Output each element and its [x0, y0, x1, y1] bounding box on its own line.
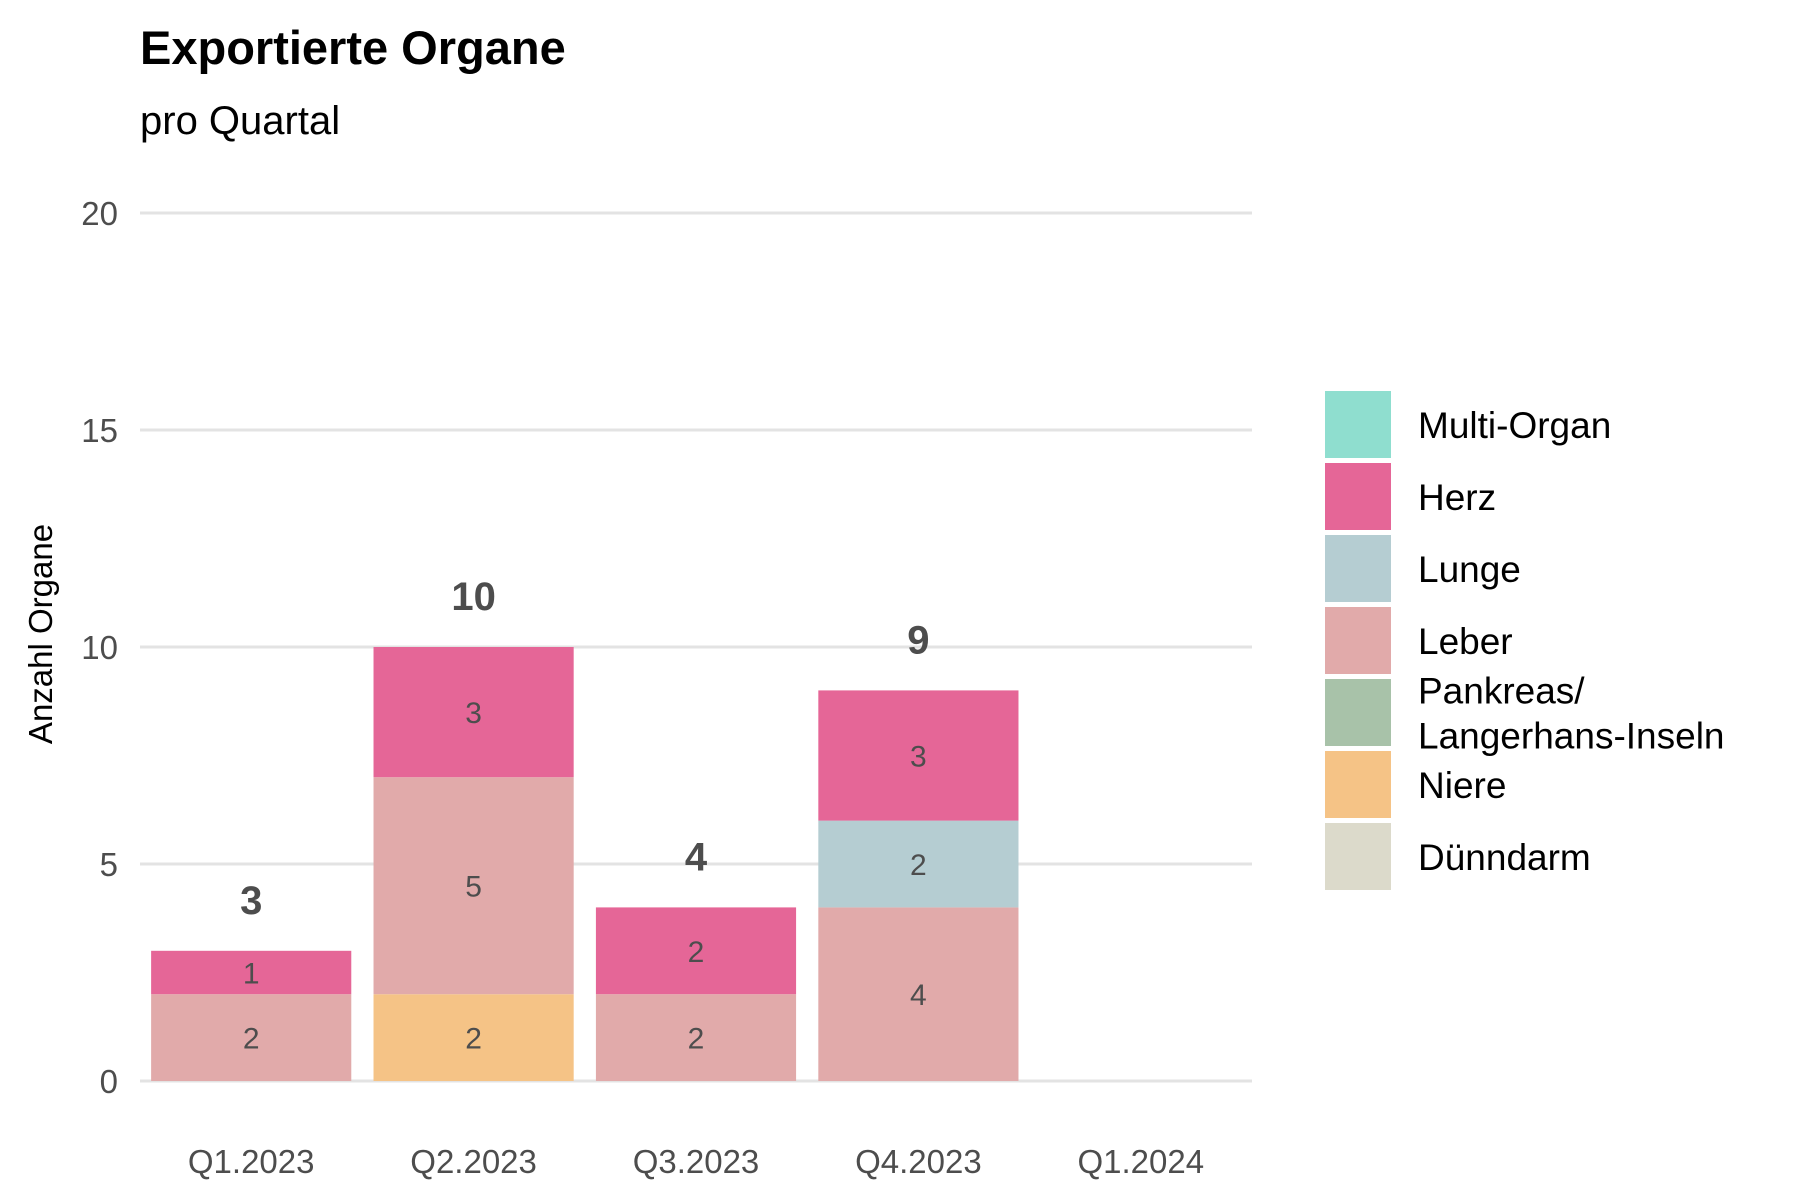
chart-subtitle: pro Quartal: [140, 99, 340, 143]
segment-value-label: 2: [688, 936, 705, 969]
y-axis-ticks: 0 5 10 15 20: [81, 195, 118, 1100]
chart-title: Exportierte Organe: [140, 21, 566, 74]
y-tick-label: 10: [81, 629, 118, 666]
bar-segment-herz: [595, 907, 797, 995]
legend-label: Niere: [1418, 765, 1506, 806]
legend-swatch: [1325, 391, 1391, 458]
segment-value-label: 4: [910, 979, 927, 1012]
legend-swatch: [1325, 535, 1391, 602]
segment-value-label: 2: [243, 1023, 260, 1056]
legend-label: Dünndarm: [1418, 837, 1591, 878]
x-tick-label: Q4.2023: [855, 1143, 982, 1180]
segment-value-label: 2: [688, 1023, 705, 1056]
legend-swatch: [1325, 463, 1391, 530]
bar-segment-herz: [151, 950, 352, 995]
y-tick-label: 5: [100, 846, 118, 883]
bar-segment-leber: [595, 994, 797, 1081]
bar-total-label: 9: [907, 618, 929, 662]
segment-value-label: 2: [465, 1023, 482, 1056]
gridlines: [140, 211, 1252, 1083]
bar-segment-herz: [373, 647, 574, 778]
legend: Multi-Organ Herz Lunge Leber Pankreas/Langer…: [1325, 391, 1725, 890]
bar-total-label: 10: [451, 575, 496, 619]
bar-segment-leber: [818, 907, 1019, 1081]
x-tick-label: Q3.2023: [633, 1143, 760, 1180]
segment-value-label: 3: [910, 741, 927, 774]
legend-label: Multi-Organ: [1418, 405, 1611, 446]
bar-segment-lunge: [818, 820, 1019, 908]
segment-value-label: 2: [910, 849, 927, 882]
x-axis-ticks: Q1.2023 Q2.2023 Q3.2023 Q4.2023 Q1.2024: [188, 1143, 1204, 1180]
x-tick-label: Q1.2023: [188, 1143, 315, 1180]
legend-label: Lunge: [1418, 549, 1521, 590]
y-tick-label: 0: [100, 1063, 118, 1100]
x-tick-label: Q2.2023: [410, 1143, 537, 1180]
legend-label: Herz: [1418, 477, 1496, 518]
y-tick-label: 20: [81, 195, 118, 232]
bar-total-label: 3: [240, 879, 262, 923]
bar-segment-herz: [818, 690, 1019, 821]
legend-swatch: [1325, 751, 1391, 818]
bar-total-label: 4: [685, 835, 708, 879]
bar-segment-leber: [151, 994, 352, 1081]
legend-label: Pankreas/Langerhans-Inseln: [1418, 671, 1725, 757]
bar-segment-niere: [373, 994, 574, 1081]
y-tick-label: 15: [81, 412, 118, 449]
legend-swatch: [1325, 607, 1391, 674]
legend-label: Leber: [1418, 621, 1513, 662]
bars: 2 1 3 2 5 3 10 2 2 4 4 2 3 9: [151, 575, 1019, 1081]
legend-swatch: [1325, 823, 1391, 890]
segment-value-label: 1: [243, 958, 260, 991]
segment-value-label: 3: [465, 697, 482, 730]
bar-segment-leber: [373, 777, 574, 995]
segment-value-label: 5: [465, 871, 482, 904]
legend-swatch: [1325, 679, 1391, 746]
y-axis-title: Anzahl Organe: [22, 524, 59, 744]
x-tick-label: Q1.2024: [1077, 1143, 1204, 1180]
